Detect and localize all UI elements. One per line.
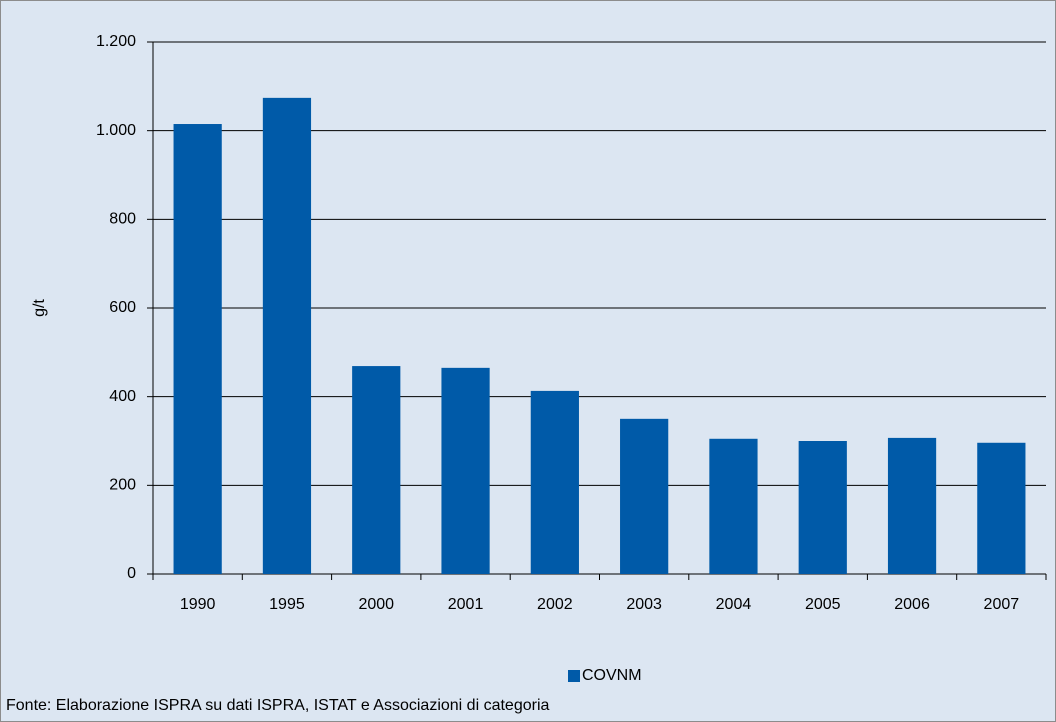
x-tick-label: 2001 <box>448 596 484 613</box>
x-tick-label: 2005 <box>805 596 841 613</box>
y-tick-label: 800 <box>109 211 136 228</box>
bar <box>530 390 579 574</box>
x-tick-label: 1995 <box>269 596 305 613</box>
y-axis-label: g/t <box>31 299 48 317</box>
bar <box>441 367 490 574</box>
x-tick-label: 2000 <box>358 596 394 613</box>
x-tick-label: 2004 <box>716 596 752 613</box>
x-tick-label: 2007 <box>984 596 1020 613</box>
y-tick-label: 1.200 <box>96 33 136 50</box>
bar <box>887 437 937 574</box>
y-tick-label: 1.000 <box>96 122 136 139</box>
bar <box>709 438 758 574</box>
x-tick-label: 2006 <box>894 596 930 613</box>
bar <box>352 366 401 574</box>
bar <box>977 442 1026 574</box>
legend-swatch <box>568 670 580 682</box>
y-tick-label: 400 <box>109 388 136 405</box>
bar <box>173 124 222 575</box>
legend-label: COVNM <box>582 667 642 684</box>
bar <box>262 97 312 575</box>
bar <box>620 418 669 574</box>
source-note: Fonte: Elaborazione ISPRA su dati ISPRA,… <box>6 697 549 714</box>
y-tick-label: 0 <box>127 565 136 582</box>
y-tick-label: 200 <box>109 477 136 494</box>
x-tick-label: 2002 <box>537 596 573 613</box>
x-tick-label: 2003 <box>626 596 662 613</box>
y-tick-label: 600 <box>109 299 136 316</box>
x-tick-label: 1990 <box>180 596 216 613</box>
bar <box>798 441 847 574</box>
